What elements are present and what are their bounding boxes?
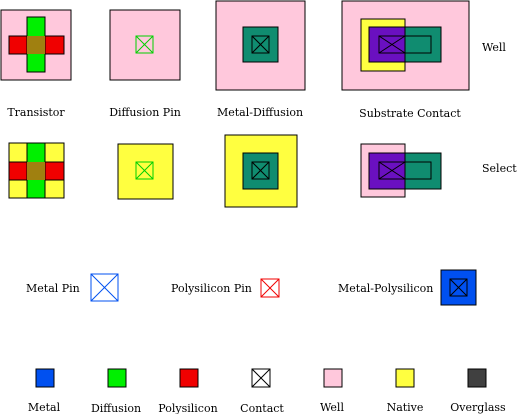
cell-label-diffusion-pin: Diffusion Pin — [109, 106, 181, 119]
legend: Metal Diffusion Polysilicon Contact Well… — [28, 368, 506, 414]
substrate-contact-select-glyph — [360, 143, 442, 198]
legend-label-native: Native — [387, 401, 424, 414]
legend-item-native: Native — [387, 368, 424, 414]
legend-label-overglass: Overglass — [450, 401, 506, 414]
legend-swatch-overglass — [467, 368, 487, 388]
gate-overlap — [27, 162, 45, 180]
substrate-contact-well-glyph — [341, 0, 470, 91]
legend-label-well: Well — [320, 401, 344, 414]
legend-label-polysilicon: Polysilicon — [158, 402, 217, 414]
diffusion-pin-well-glyph — [109, 9, 181, 81]
legend-swatch-diffusion — [107, 368, 127, 388]
cell-label-substrate-contact: Substrate Contact — [359, 107, 461, 120]
diffusion-pin-contact — [135, 161, 154, 180]
metal-pin-glyph — [90, 273, 119, 302]
legend-item-well: Well — [320, 368, 344, 414]
legend-label-contact: Contact — [240, 402, 284, 414]
transistor-well-glyph — [0, 9, 72, 81]
metal-well-overlap — [368, 152, 406, 190]
contact-square — [251, 161, 270, 180]
native-background — [224, 134, 298, 208]
legend-label-diffusion: Diffusion — [91, 402, 141, 414]
transistor-select-glyph — [8, 142, 65, 199]
metal-diffusion-select-glyph — [224, 134, 298, 208]
legend-swatch-polysilicon — [179, 368, 199, 388]
cell-label-metal-diffusion: Metal-Diffusion — [217, 106, 303, 119]
legend-item-overglass: Overglass — [450, 368, 506, 414]
cell-label-transistor: Transistor — [7, 106, 65, 119]
gate-overlap — [27, 36, 45, 54]
legend-label-metal: Metal — [28, 401, 61, 414]
diffusion-pin-contact — [135, 35, 154, 54]
legend-swatch-metal — [35, 368, 55, 388]
pin-label-metal-pin: Metal Pin — [26, 282, 80, 295]
metal-diffusion-well-glyph — [215, 0, 306, 91]
legend-swatch-well — [323, 368, 343, 388]
legend-item-polysilicon: Polysilicon — [158, 368, 218, 414]
row-label-select: Select — [482, 162, 517, 175]
pin-label-metal-polysilicon: Metal-Polysilicon — [338, 282, 433, 295]
legend-item-metal: Metal — [28, 368, 61, 414]
metal-polysilicon-glyph — [440, 269, 477, 306]
metal-native-overlap — [368, 26, 406, 63]
legend-swatch-native — [395, 368, 415, 388]
legend-item-contact: Contact — [240, 368, 284, 414]
diffusion-pin-select-glyph — [117, 143, 174, 200]
pin-label-polysilicon-pin: Polysilicon Pin — [171, 282, 252, 295]
polysilicon-pin-glyph — [260, 278, 280, 298]
contact-square — [251, 35, 270, 54]
legend-item-diffusion: Diffusion — [91, 368, 141, 414]
row-label-well: Well — [482, 41, 506, 54]
